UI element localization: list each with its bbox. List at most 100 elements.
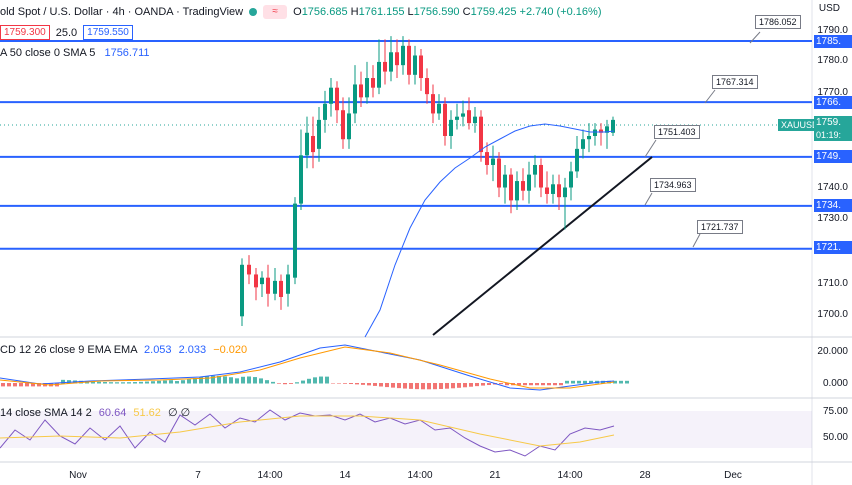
macd-signal-line (0, 346, 615, 389)
rsi-legend[interactable]: 14 close SMA 14 2 60.64 51.62 ∅ ∅ (0, 407, 191, 419)
badge-icon[interactable]: ≈ (263, 5, 288, 19)
macd-histogram-bar (217, 375, 221, 384)
candle-body (240, 264, 244, 317)
candle-body (419, 55, 423, 79)
candle-body (455, 116, 459, 120)
candle-body (365, 78, 369, 98)
candle-body (485, 152, 489, 165)
current-price-tag: 1759. (814, 116, 852, 129)
time-tick: 28 (639, 470, 651, 481)
macd-histogram-bar (61, 379, 65, 384)
macd-histogram-bar (427, 383, 431, 390)
macd-histogram-bar (439, 383, 443, 389)
macd-histogram-bar (583, 380, 587, 384)
level-axis-tag: 1721. (814, 241, 852, 254)
macd-histogram-bar (157, 380, 161, 384)
macd-histogram-bar (523, 383, 527, 386)
level-label[interactable]: 1734.963 (650, 178, 696, 192)
candle-body (491, 158, 495, 165)
macd-histogram-bar (181, 380, 185, 384)
candle-body (515, 181, 519, 201)
price-tick: 1700.0 (817, 309, 848, 320)
macd-histogram-bar (361, 383, 365, 385)
macd-histogram-bar (367, 383, 371, 386)
spread-value: 25.0 (55, 26, 78, 39)
level-label[interactable]: 1721.737 (697, 220, 743, 234)
candle-body (467, 110, 471, 124)
sma-legend[interactable]: A 50 close 0 SMA 5 1756.711 (0, 47, 150, 59)
macd-histogram-bar (91, 381, 95, 384)
candle-body (401, 45, 405, 66)
symbol-title[interactable]: old Spot / U.S. Dollar · 4h · OANDA · Tr… (0, 6, 244, 18)
currency-label[interactable]: USD (818, 3, 840, 14)
candle-body (293, 203, 297, 278)
bar-timer: 01:19: (814, 129, 852, 141)
candle-body (479, 116, 483, 153)
buy-button[interactable]: 1759.550 (83, 25, 133, 40)
macd-histogram-bar (37, 383, 41, 387)
macd-histogram-bar (115, 382, 119, 384)
candle-body (329, 87, 333, 104)
rsi-tick: 50.00 (822, 432, 848, 443)
macd-histogram-bar (445, 383, 449, 389)
candle-body (353, 84, 357, 114)
macd-histogram-bar (301, 380, 305, 384)
candle-body (279, 280, 283, 297)
macd-histogram-bar (499, 383, 503, 385)
level-callout-line (749, 31, 761, 44)
macd-histogram-bar (403, 383, 407, 389)
macd-histogram-bar (565, 380, 569, 384)
candle-body (545, 187, 549, 194)
candle-body (593, 129, 597, 136)
macd-legend[interactable]: CD 12 26 close 9 EMA EMA 2.053 2.033 −0.… (0, 344, 248, 356)
level-label[interactable]: 1767.314 (712, 75, 758, 89)
macd-histogram-bar (7, 383, 11, 387)
level-label[interactable]: 1786.052 (755, 15, 801, 29)
candle-body (266, 277, 270, 294)
candle-body (305, 132, 309, 156)
macd-tick: 20.000 (817, 346, 848, 357)
macd-line (0, 344, 615, 391)
candle-body (254, 274, 258, 288)
market-status-icon (249, 8, 258, 16)
candle-body (509, 174, 513, 201)
macd-histogram-bar (475, 383, 479, 387)
macd-histogram-bar (1, 383, 5, 387)
candle-body (551, 184, 555, 194)
macd-histogram-bar (391, 383, 395, 388)
time-tick: 14:00 (557, 470, 583, 481)
macd-histogram-bar (241, 376, 245, 384)
macd-histogram-bar (253, 377, 257, 384)
macd-histogram-bar (421, 383, 425, 390)
macd-histogram-bar (571, 380, 575, 384)
candle-body (461, 113, 465, 117)
macd-histogram-bar (187, 379, 191, 384)
candle-body (431, 94, 435, 114)
price-tick: 1770.0 (817, 87, 848, 98)
macd-histogram-bar (463, 383, 467, 388)
macd-histogram-bar (457, 383, 461, 388)
candle-body (311, 135, 315, 153)
macd-histogram-bar (397, 383, 401, 389)
level-label[interactable]: 1751.403 (654, 125, 700, 139)
candle-body (335, 87, 339, 111)
macd-histogram-bar (247, 376, 251, 384)
candle-body (539, 164, 543, 188)
price-tick: 1710.0 (817, 278, 848, 289)
level-axis-tag: 1766. (814, 96, 852, 109)
macd-histogram-bar (589, 380, 593, 384)
macd-histogram-bar (289, 383, 293, 384)
macd-histogram-bar (175, 381, 179, 384)
macd-histogram-bar (277, 383, 281, 384)
candle-body (473, 116, 477, 124)
candle-body (437, 103, 441, 114)
macd-histogram-bar (13, 383, 17, 387)
macd-histogram-bar (121, 382, 125, 384)
macd-histogram-bar (31, 383, 35, 387)
sell-button[interactable]: 1759.300 (0, 25, 50, 40)
candle-body (383, 61, 387, 72)
candle-body (377, 61, 381, 88)
macd-histogram-bar (193, 377, 197, 384)
sma-line (364, 123, 615, 338)
